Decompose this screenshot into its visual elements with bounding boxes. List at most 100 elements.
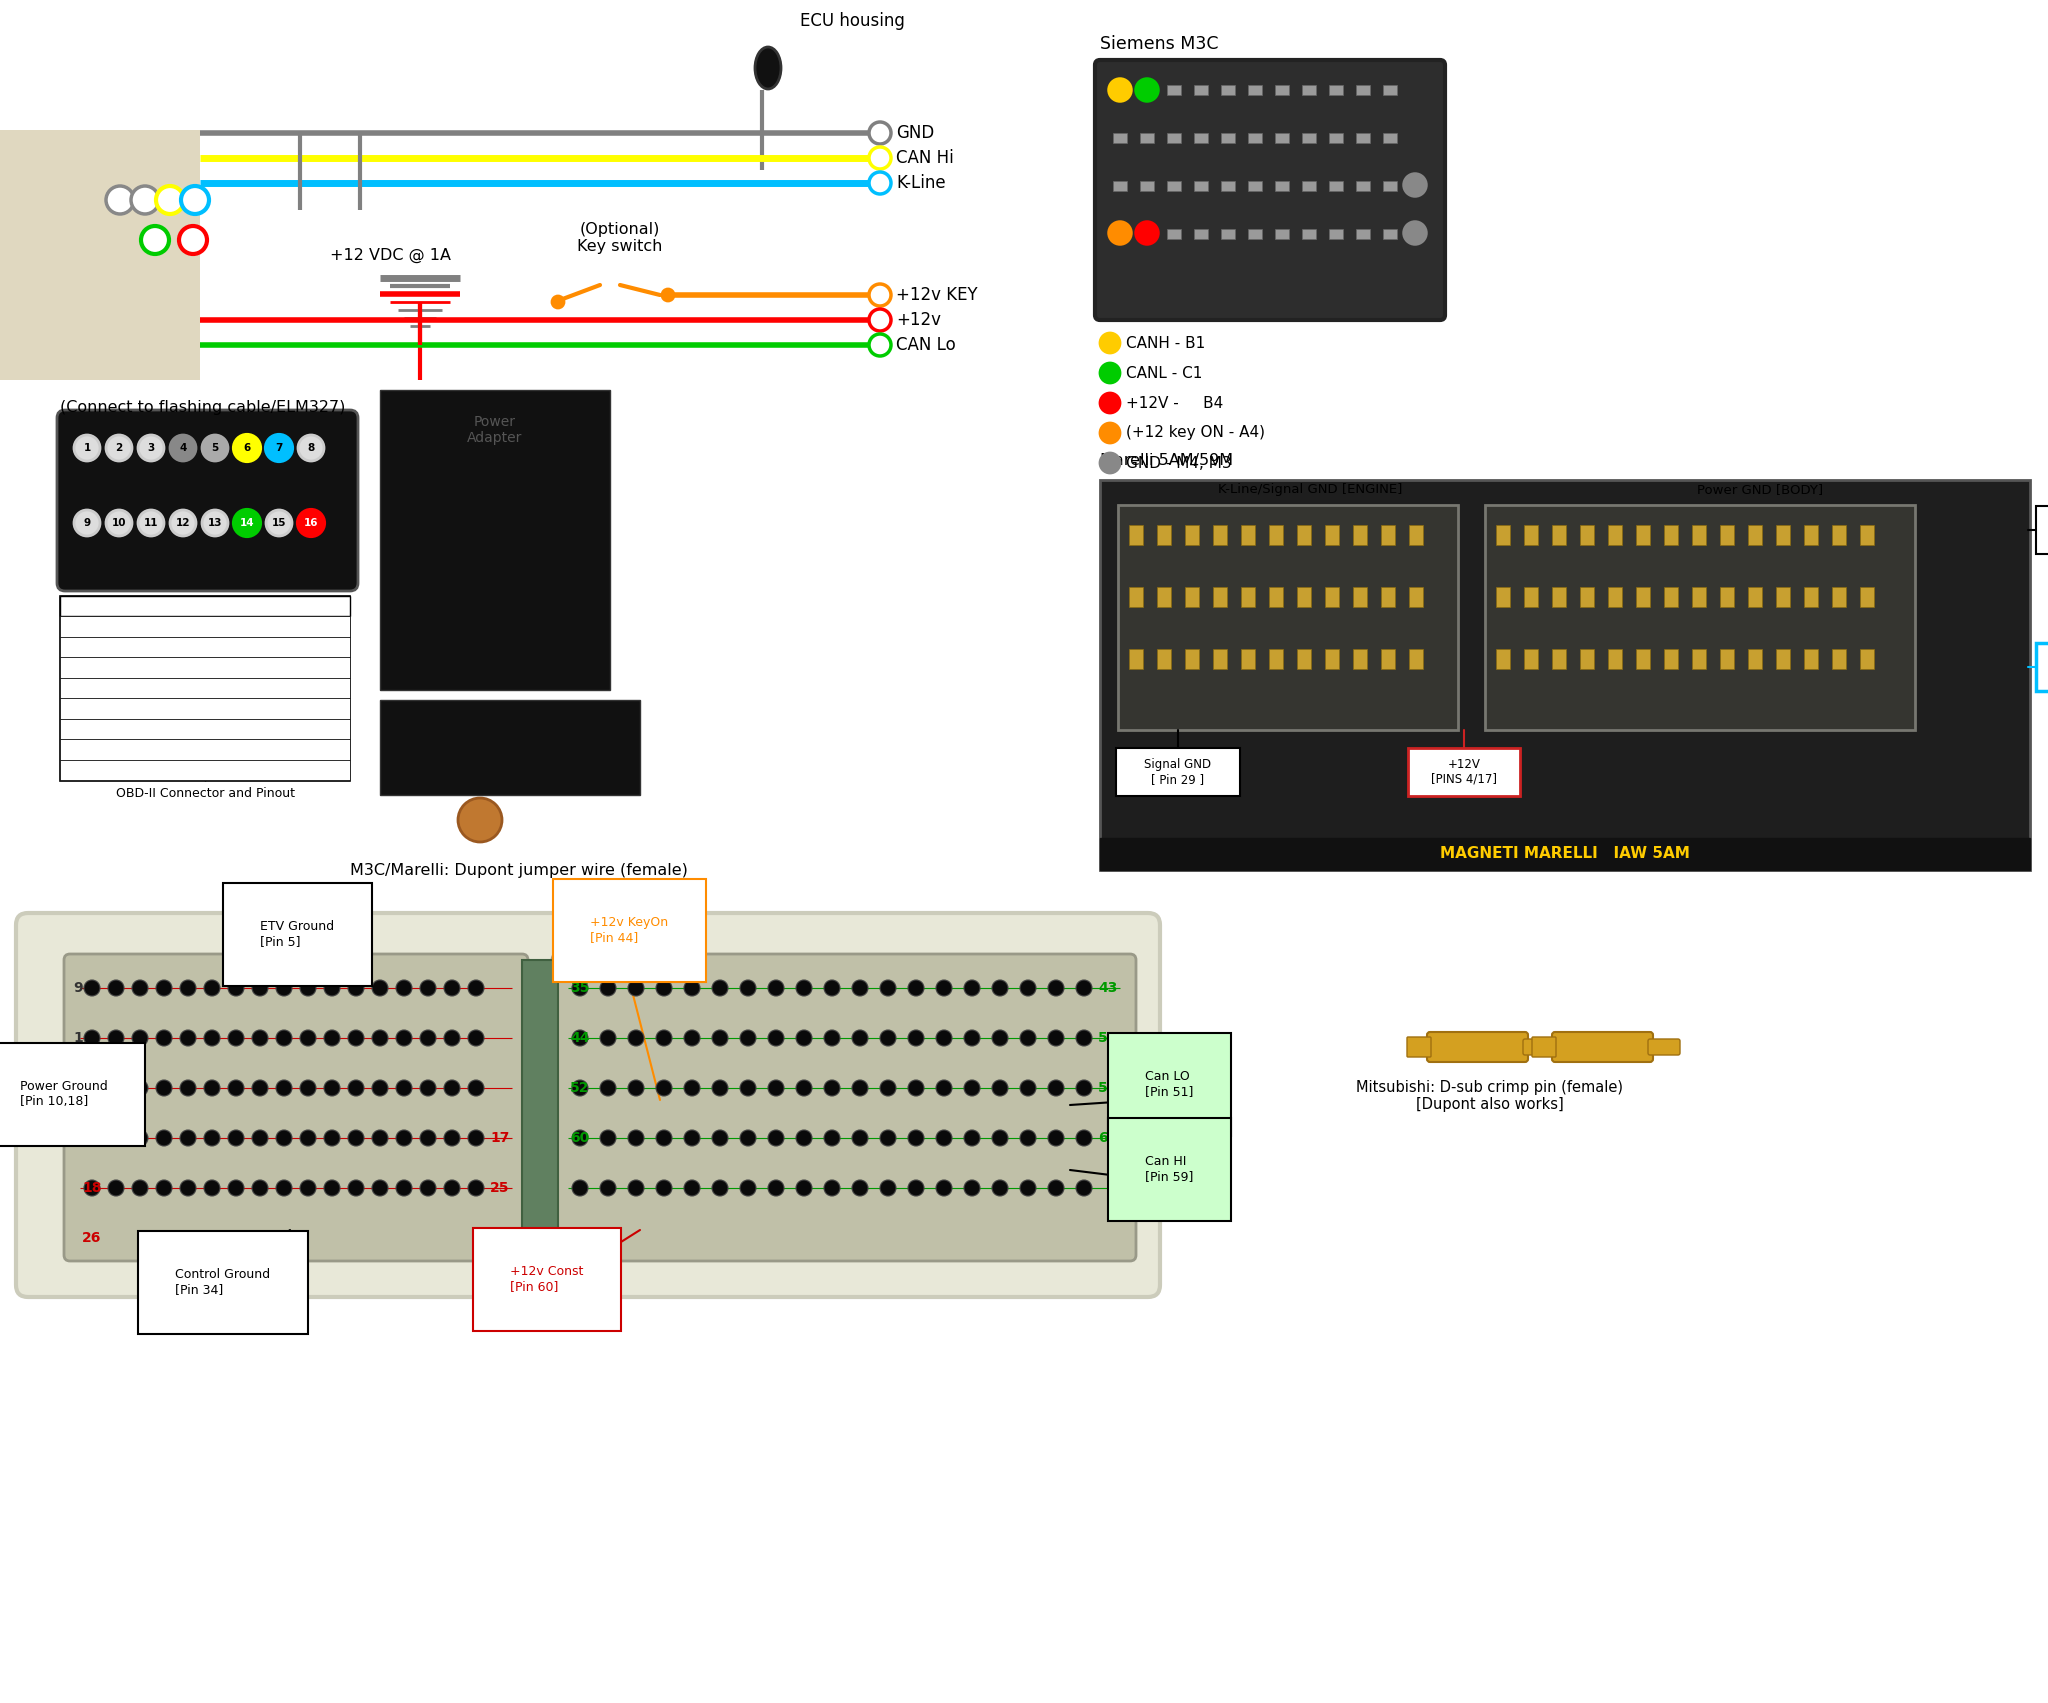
- Bar: [1720, 588, 1735, 606]
- Text: ISO 9141-2 L-Line: ISO 9141-2 L-Line: [236, 744, 328, 754]
- Text: Signal GND
[ Pin 29 ]: Signal GND [ Pin 29 ]: [1145, 758, 1212, 787]
- Circle shape: [684, 1180, 700, 1196]
- Circle shape: [768, 979, 784, 996]
- Circle shape: [459, 799, 502, 841]
- Circle shape: [1020, 979, 1036, 996]
- Ellipse shape: [756, 48, 780, 89]
- Bar: [1128, 525, 1143, 545]
- Bar: [1325, 525, 1339, 545]
- Circle shape: [156, 1131, 172, 1146]
- Text: K-Line: K-Line: [897, 174, 946, 192]
- Bar: [59, 596, 350, 616]
- Bar: [1247, 85, 1262, 95]
- Text: 10: 10: [113, 518, 127, 528]
- Text: Vendor Option: Vendor Option: [236, 622, 311, 632]
- Circle shape: [348, 1080, 365, 1097]
- Circle shape: [739, 1030, 756, 1046]
- Text: CAN (J-2234) High: CAN (J-2234) High: [111, 724, 203, 734]
- Circle shape: [348, 1131, 365, 1146]
- Circle shape: [348, 1180, 365, 1196]
- Text: 1: 1: [74, 1030, 82, 1046]
- Circle shape: [444, 979, 461, 996]
- Text: 52: 52: [569, 1081, 590, 1095]
- Bar: [59, 657, 350, 678]
- Circle shape: [131, 1080, 147, 1097]
- Circle shape: [469, 1030, 483, 1046]
- Text: K-Line/Signal GND [ENGINE]: K-Line/Signal GND [ENGINE]: [1219, 484, 1403, 497]
- Text: 12: 12: [221, 683, 236, 693]
- FancyBboxPatch shape: [1427, 1032, 1528, 1063]
- Circle shape: [395, 1180, 412, 1196]
- Bar: [59, 616, 350, 637]
- Bar: [1380, 588, 1395, 606]
- Circle shape: [227, 1131, 244, 1146]
- Circle shape: [373, 1131, 387, 1146]
- Text: Vendor Option: Vendor Option: [111, 765, 184, 775]
- Bar: [1552, 525, 1567, 545]
- Circle shape: [797, 1180, 811, 1196]
- Circle shape: [233, 509, 260, 536]
- Circle shape: [881, 979, 897, 996]
- Circle shape: [600, 1030, 616, 1046]
- Circle shape: [823, 1080, 840, 1097]
- Bar: [1186, 525, 1198, 545]
- Circle shape: [395, 979, 412, 996]
- Bar: [1276, 181, 1288, 191]
- Bar: [0, 129, 201, 380]
- Circle shape: [276, 979, 293, 996]
- Text: 6: 6: [244, 443, 250, 453]
- Bar: [1167, 228, 1182, 238]
- Text: 7: 7: [74, 1081, 82, 1095]
- Circle shape: [1075, 1080, 1092, 1097]
- Circle shape: [1110, 78, 1130, 100]
- Bar: [1579, 525, 1593, 545]
- Circle shape: [797, 1030, 811, 1046]
- Text: 2: 2: [115, 443, 123, 453]
- Circle shape: [395, 1030, 412, 1046]
- Circle shape: [137, 434, 164, 462]
- Text: Marelli 5AM/59M: Marelli 5AM/59M: [1100, 453, 1233, 468]
- Text: ECU housing: ECU housing: [801, 12, 905, 31]
- Circle shape: [469, 1131, 483, 1146]
- Bar: [1663, 525, 1677, 545]
- Circle shape: [444, 1180, 461, 1196]
- Circle shape: [662, 290, 674, 301]
- Text: ETV Ground
[Pin 5]: ETV Ground [Pin 5]: [260, 920, 334, 949]
- Circle shape: [131, 186, 160, 215]
- Circle shape: [180, 186, 209, 215]
- Bar: [1804, 649, 1819, 669]
- Bar: [1776, 649, 1790, 669]
- Circle shape: [1049, 1030, 1065, 1046]
- Bar: [1354, 588, 1366, 606]
- Text: (+12 key ON - A4): (+12 key ON - A4): [1126, 426, 1266, 441]
- Bar: [1608, 649, 1622, 669]
- Bar: [1186, 588, 1198, 606]
- Circle shape: [299, 1131, 315, 1146]
- Circle shape: [852, 979, 868, 996]
- Circle shape: [936, 1180, 952, 1196]
- Circle shape: [768, 1080, 784, 1097]
- Text: 5: 5: [74, 703, 82, 714]
- Text: 18: 18: [82, 1180, 102, 1196]
- FancyBboxPatch shape: [381, 700, 639, 795]
- Circle shape: [373, 979, 387, 996]
- Bar: [1409, 588, 1423, 606]
- Circle shape: [324, 1131, 340, 1146]
- Text: Battery Power: Battery Power: [236, 765, 309, 775]
- Circle shape: [141, 226, 170, 254]
- Circle shape: [276, 1180, 293, 1196]
- Bar: [1552, 588, 1567, 606]
- Bar: [1276, 85, 1288, 95]
- Circle shape: [907, 1180, 924, 1196]
- Circle shape: [252, 1180, 268, 1196]
- Circle shape: [299, 1030, 315, 1046]
- Circle shape: [823, 1180, 840, 1196]
- Text: 2: 2: [74, 642, 82, 652]
- Circle shape: [106, 186, 133, 215]
- Bar: [1128, 649, 1143, 669]
- Text: 8: 8: [74, 765, 82, 775]
- Bar: [1356, 85, 1370, 95]
- Circle shape: [1137, 221, 1157, 244]
- Bar: [1141, 228, 1153, 238]
- Circle shape: [205, 1131, 219, 1146]
